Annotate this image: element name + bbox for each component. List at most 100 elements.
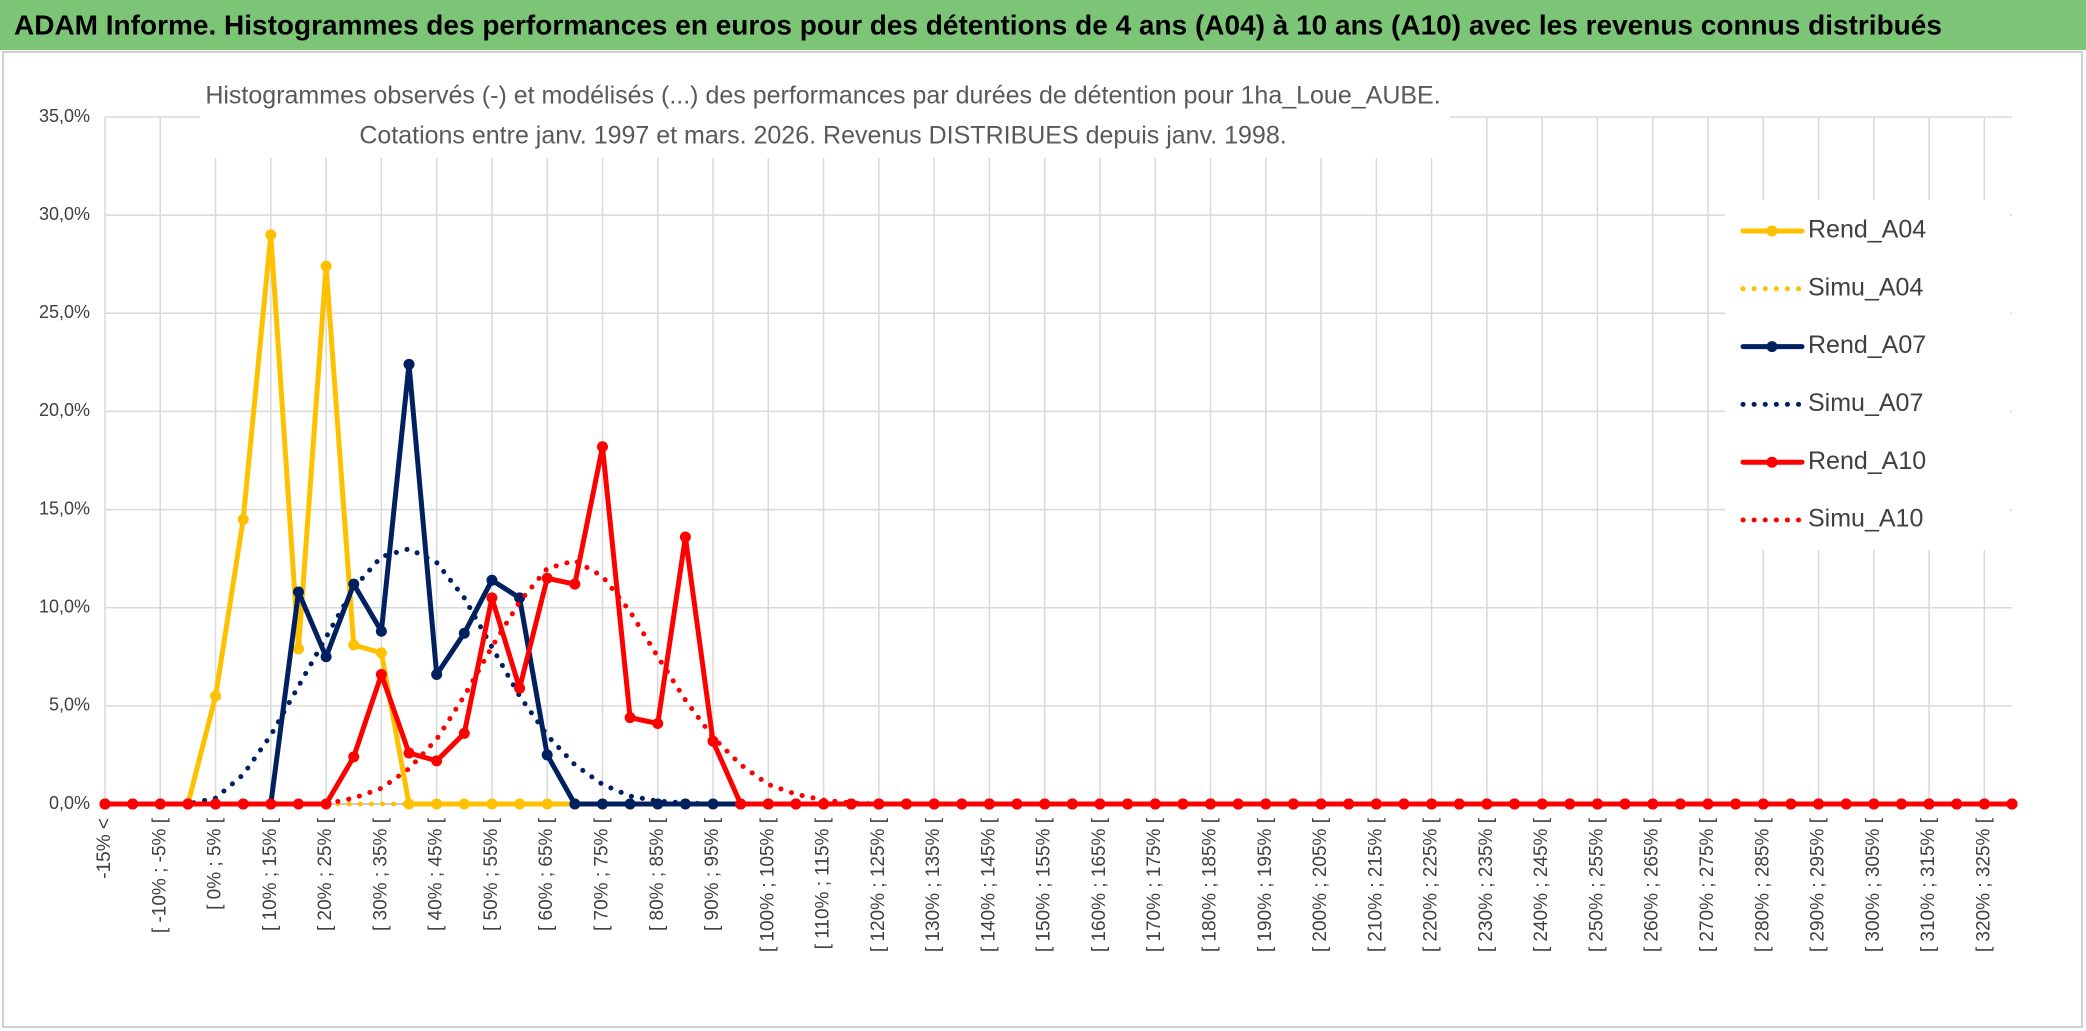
data-point	[1481, 798, 1493, 810]
data-point	[1287, 798, 1299, 810]
data-point	[458, 627, 470, 639]
y-tick-label: 0,0%	[49, 793, 90, 813]
x-tick-label: [ 100% ; 105% [	[757, 817, 778, 952]
x-tick-label: [ 270% ; 275% [	[1697, 817, 1718, 952]
data-point	[818, 798, 830, 810]
data-point	[127, 798, 139, 810]
chart-subtitle: Cotations entre janv. 1997 et mars. 2026…	[359, 122, 1286, 150]
legend-label: Simu_A10	[1808, 505, 1923, 533]
banner-title: ADAM Informe. Histogrammes des performan…	[14, 9, 1942, 40]
x-tick-label: [ 290% ; 295% [	[1808, 817, 1829, 952]
data-point	[237, 798, 249, 810]
data-point	[1398, 798, 1410, 810]
legend-background	[1725, 200, 2010, 550]
data-point	[1177, 798, 1189, 810]
data-point	[182, 798, 194, 810]
data-point	[1591, 798, 1603, 810]
data-point	[596, 441, 608, 453]
data-point	[348, 639, 360, 651]
data-point	[375, 625, 387, 637]
data-point	[348, 751, 360, 763]
data-point	[1923, 798, 1935, 810]
data-point	[1757, 798, 1769, 810]
x-tick-label: [ 170% ; 175% [	[1144, 817, 1165, 952]
y-tick-label: 5,0%	[49, 695, 90, 715]
data-point	[624, 798, 636, 810]
data-point	[1702, 798, 1714, 810]
x-tick-label: [ 50% ; 55% [	[481, 817, 502, 931]
data-point	[320, 651, 332, 663]
data-point	[431, 755, 443, 767]
data-point	[956, 798, 968, 810]
legend-label: Simu_A04	[1808, 273, 1923, 301]
data-point	[845, 798, 857, 810]
data-point	[1509, 798, 1521, 810]
x-tick-label: [ 130% ; 135% [	[923, 817, 944, 952]
chart-title: Histogrammes observés (-) et modélisés (…	[205, 82, 1440, 110]
x-tick-label: [ 280% ; 285% [	[1752, 817, 1773, 952]
data-point	[1232, 798, 1244, 810]
data-point	[1536, 798, 1548, 810]
x-tick-label: [ 160% ; 165% [	[1089, 817, 1110, 952]
data-point	[265, 229, 277, 241]
x-tick-label: [ 320% ; 325% [	[1973, 817, 1994, 952]
y-tick-label: 15,0%	[39, 498, 90, 518]
x-tick-label: [ 260% ; 265% [	[1642, 817, 1663, 952]
x-tick-label: [ 90% ; 95% [	[702, 817, 723, 931]
data-point	[292, 586, 304, 598]
legend-marker	[1766, 456, 1778, 468]
data-point	[1813, 798, 1825, 810]
x-tick-label: [ 220% ; 225% [	[1421, 817, 1442, 952]
legend-label: Rend_A10	[1808, 447, 1926, 475]
x-tick-label: [ 180% ; 185% [	[1200, 817, 1221, 952]
data-point	[1978, 798, 1990, 810]
series-line	[102, 558, 2015, 807]
x-tick-label: [ 230% ; 235% [	[1476, 817, 1497, 952]
x-tick-label: [ -10% ; -5% [	[149, 817, 170, 933]
x-tick-label: [ 80% ; 85% [	[647, 817, 668, 931]
legend-marker	[1766, 341, 1778, 353]
title-background	[200, 76, 1450, 158]
x-tick-label: [ 60% ; 65% [	[536, 817, 557, 931]
data-point	[403, 358, 415, 370]
data-point	[486, 574, 498, 586]
data-point	[790, 798, 802, 810]
data-point	[458, 727, 470, 739]
data-point	[1647, 798, 1659, 810]
data-point	[569, 578, 581, 590]
data-point	[707, 735, 719, 747]
data-point	[735, 798, 747, 810]
data-point	[514, 592, 526, 604]
data-point	[541, 749, 553, 761]
y-tick-label: 30,0%	[39, 204, 90, 224]
data-point	[1343, 798, 1355, 810]
x-tick-label: [ 210% ; 215% [	[1365, 817, 1386, 952]
x-tick-label: [ 110% ; 115% [	[813, 817, 834, 949]
legend-marker	[1766, 225, 1778, 237]
data-point	[514, 682, 526, 694]
x-tick-label: [ 0% ; 5% [	[205, 817, 226, 910]
x-tick-label: [ 150% ; 155% [	[1034, 817, 1055, 952]
x-tick-label: [ 40% ; 45% [	[426, 817, 447, 931]
x-tick-label: -15% <	[94, 818, 115, 879]
data-point	[486, 592, 498, 604]
data-point	[1426, 798, 1438, 810]
legend-label: Simu_A07	[1808, 389, 1923, 417]
data-point	[237, 513, 249, 525]
legend-label: Rend_A04	[1808, 216, 1926, 244]
y-tick-label: 20,0%	[39, 400, 90, 420]
x-tick-label: [ 240% ; 245% [	[1531, 817, 1552, 952]
data-point	[596, 798, 608, 810]
data-point	[320, 260, 332, 272]
x-tick-label: [ 30% ; 35% [	[370, 817, 391, 931]
data-point	[1011, 798, 1023, 810]
data-point	[900, 798, 912, 810]
y-tick-label: 35,0%	[39, 106, 90, 126]
x-tick-label: [ 250% ; 255% [	[1586, 817, 1607, 952]
data-point	[652, 718, 664, 730]
data-point	[707, 798, 719, 810]
data-point	[1066, 798, 1078, 810]
x-tick-label: [ 310% ; 315% [	[1918, 817, 1939, 952]
